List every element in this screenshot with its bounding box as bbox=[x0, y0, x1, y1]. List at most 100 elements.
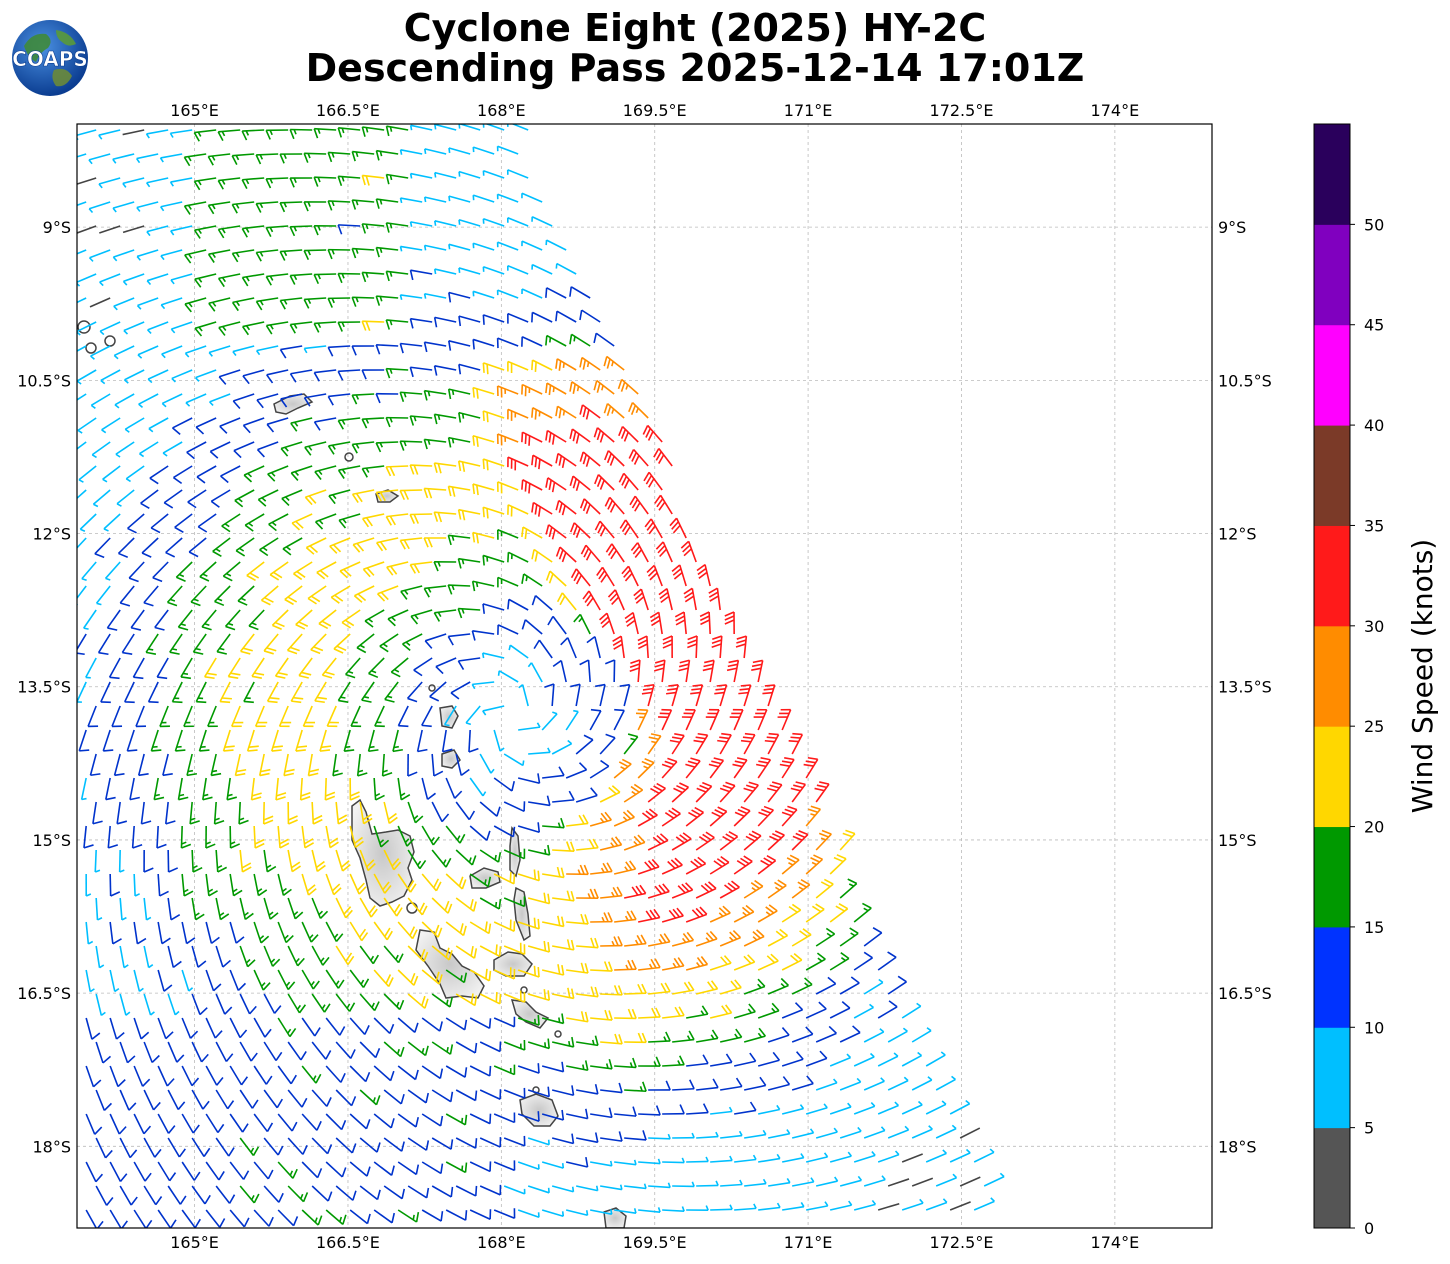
wind-barb bbox=[191, 1089, 210, 1110]
wind-barb bbox=[140, 801, 152, 825]
wind-barb bbox=[351, 296, 375, 307]
wind-barb bbox=[133, 1161, 152, 1182]
wind-barb bbox=[191, 945, 207, 968]
wind-barb bbox=[397, 1209, 420, 1223]
wind-barb bbox=[167, 1041, 185, 1063]
wind-barb bbox=[150, 513, 169, 534]
colorbar-tick-label: 15 bbox=[1364, 918, 1384, 937]
wind-barb bbox=[207, 201, 231, 215]
wind-barb bbox=[133, 1209, 153, 1228]
wind-barb bbox=[614, 1159, 637, 1166]
wind-barb bbox=[545, 524, 567, 540]
wind-barb bbox=[399, 391, 423, 402]
wind-barb bbox=[614, 1208, 637, 1214]
wind-barb bbox=[263, 1089, 284, 1109]
wind-barb bbox=[397, 777, 411, 801]
wind-barb bbox=[113, 753, 125, 777]
wind-barb bbox=[469, 873, 492, 888]
wind-barb bbox=[287, 849, 302, 873]
wind-barb bbox=[767, 879, 787, 899]
wind-barb bbox=[445, 777, 463, 799]
wind-barb bbox=[552, 987, 575, 1000]
wind-barb bbox=[191, 897, 205, 921]
wind-barb bbox=[215, 1185, 236, 1204]
wind-barb bbox=[455, 1089, 478, 1102]
wind-barb bbox=[397, 873, 417, 893]
wind-barb bbox=[696, 1131, 719, 1139]
colorbar-tick-label: 50 bbox=[1364, 215, 1384, 234]
wind-barb bbox=[85, 1161, 104, 1183]
wind-barb bbox=[205, 873, 218, 897]
wind-barb bbox=[448, 243, 471, 251]
wind-barb bbox=[143, 897, 152, 921]
wind-barb bbox=[901, 1198, 924, 1211]
wind-barb bbox=[183, 201, 207, 215]
wind-barb bbox=[555, 405, 577, 419]
wind-barb bbox=[95, 1137, 113, 1159]
wind-barb bbox=[277, 1113, 298, 1132]
wind-barb bbox=[379, 633, 399, 653]
wind-barb bbox=[95, 945, 105, 969]
wind-barb bbox=[621, 565, 639, 587]
wind-barb bbox=[301, 1017, 321, 1037]
wind-barb bbox=[565, 762, 588, 779]
wind-barb bbox=[695, 980, 719, 995]
wind-barb bbox=[517, 917, 540, 930]
wind-barb bbox=[421, 1065, 444, 1080]
wind-barb bbox=[579, 309, 601, 323]
wind-barb bbox=[662, 1055, 685, 1067]
wind-barb bbox=[385, 173, 409, 185]
wind-barb bbox=[687, 635, 698, 659]
wind-barb bbox=[259, 537, 279, 557]
wind-barb bbox=[579, 659, 591, 683]
wind-barb bbox=[231, 153, 255, 165]
wind-barb bbox=[359, 1089, 381, 1106]
wind-barb bbox=[702, 659, 715, 683]
wind-barb bbox=[156, 825, 167, 849]
wind-barb bbox=[458, 363, 481, 375]
wind-barb bbox=[375, 198, 399, 209]
wind-barb bbox=[122, 177, 145, 188]
wind-barb bbox=[138, 393, 159, 408]
wind-barb bbox=[275, 777, 287, 801]
wind-barb bbox=[239, 945, 256, 968]
wind-barb bbox=[839, 1025, 861, 1043]
wind-barb bbox=[555, 546, 577, 563]
wind-barb bbox=[925, 1149, 947, 1163]
wind-barb bbox=[239, 849, 252, 873]
wind-barb bbox=[335, 1185, 357, 1201]
wind-barb bbox=[423, 487, 447, 499]
wind-barb bbox=[359, 1041, 381, 1059]
wind-barb bbox=[157, 921, 171, 945]
wind-barb bbox=[375, 246, 399, 258]
wind-barb bbox=[506, 264, 529, 275]
wind-barb bbox=[85, 969, 95, 993]
wind-barb bbox=[619, 683, 631, 707]
wind-barb bbox=[397, 1113, 420, 1128]
wind-barb bbox=[141, 537, 159, 558]
wind-barb bbox=[327, 151, 351, 163]
wind-barb bbox=[325, 1113, 347, 1131]
wind-barb bbox=[171, 681, 183, 704]
title-line-1: Cyclone Eight (2025) HY-2C bbox=[403, 6, 987, 50]
wind-barb bbox=[205, 825, 216, 849]
wind-barb bbox=[768, 1178, 791, 1187]
wind-barb bbox=[383, 1185, 406, 1200]
wind-barb bbox=[241, 177, 265, 189]
wind-barb bbox=[316, 561, 337, 580]
wind-barb bbox=[551, 739, 573, 755]
wind-barb bbox=[589, 811, 612, 827]
wind-barb bbox=[109, 1017, 125, 1040]
wind-barb bbox=[133, 921, 147, 945]
wind-barb bbox=[239, 633, 255, 655]
wind-barb bbox=[330, 585, 351, 604]
wind-barb bbox=[137, 753, 149, 777]
wind-barb bbox=[729, 708, 744, 731]
wind-barb bbox=[517, 773, 541, 785]
wind-barb bbox=[115, 441, 135, 458]
wind-barb bbox=[595, 683, 606, 707]
wind-barb bbox=[133, 1113, 152, 1135]
wind-barb bbox=[191, 1185, 211, 1205]
wind-barb bbox=[407, 897, 428, 916]
wind-barb bbox=[433, 413, 457, 425]
